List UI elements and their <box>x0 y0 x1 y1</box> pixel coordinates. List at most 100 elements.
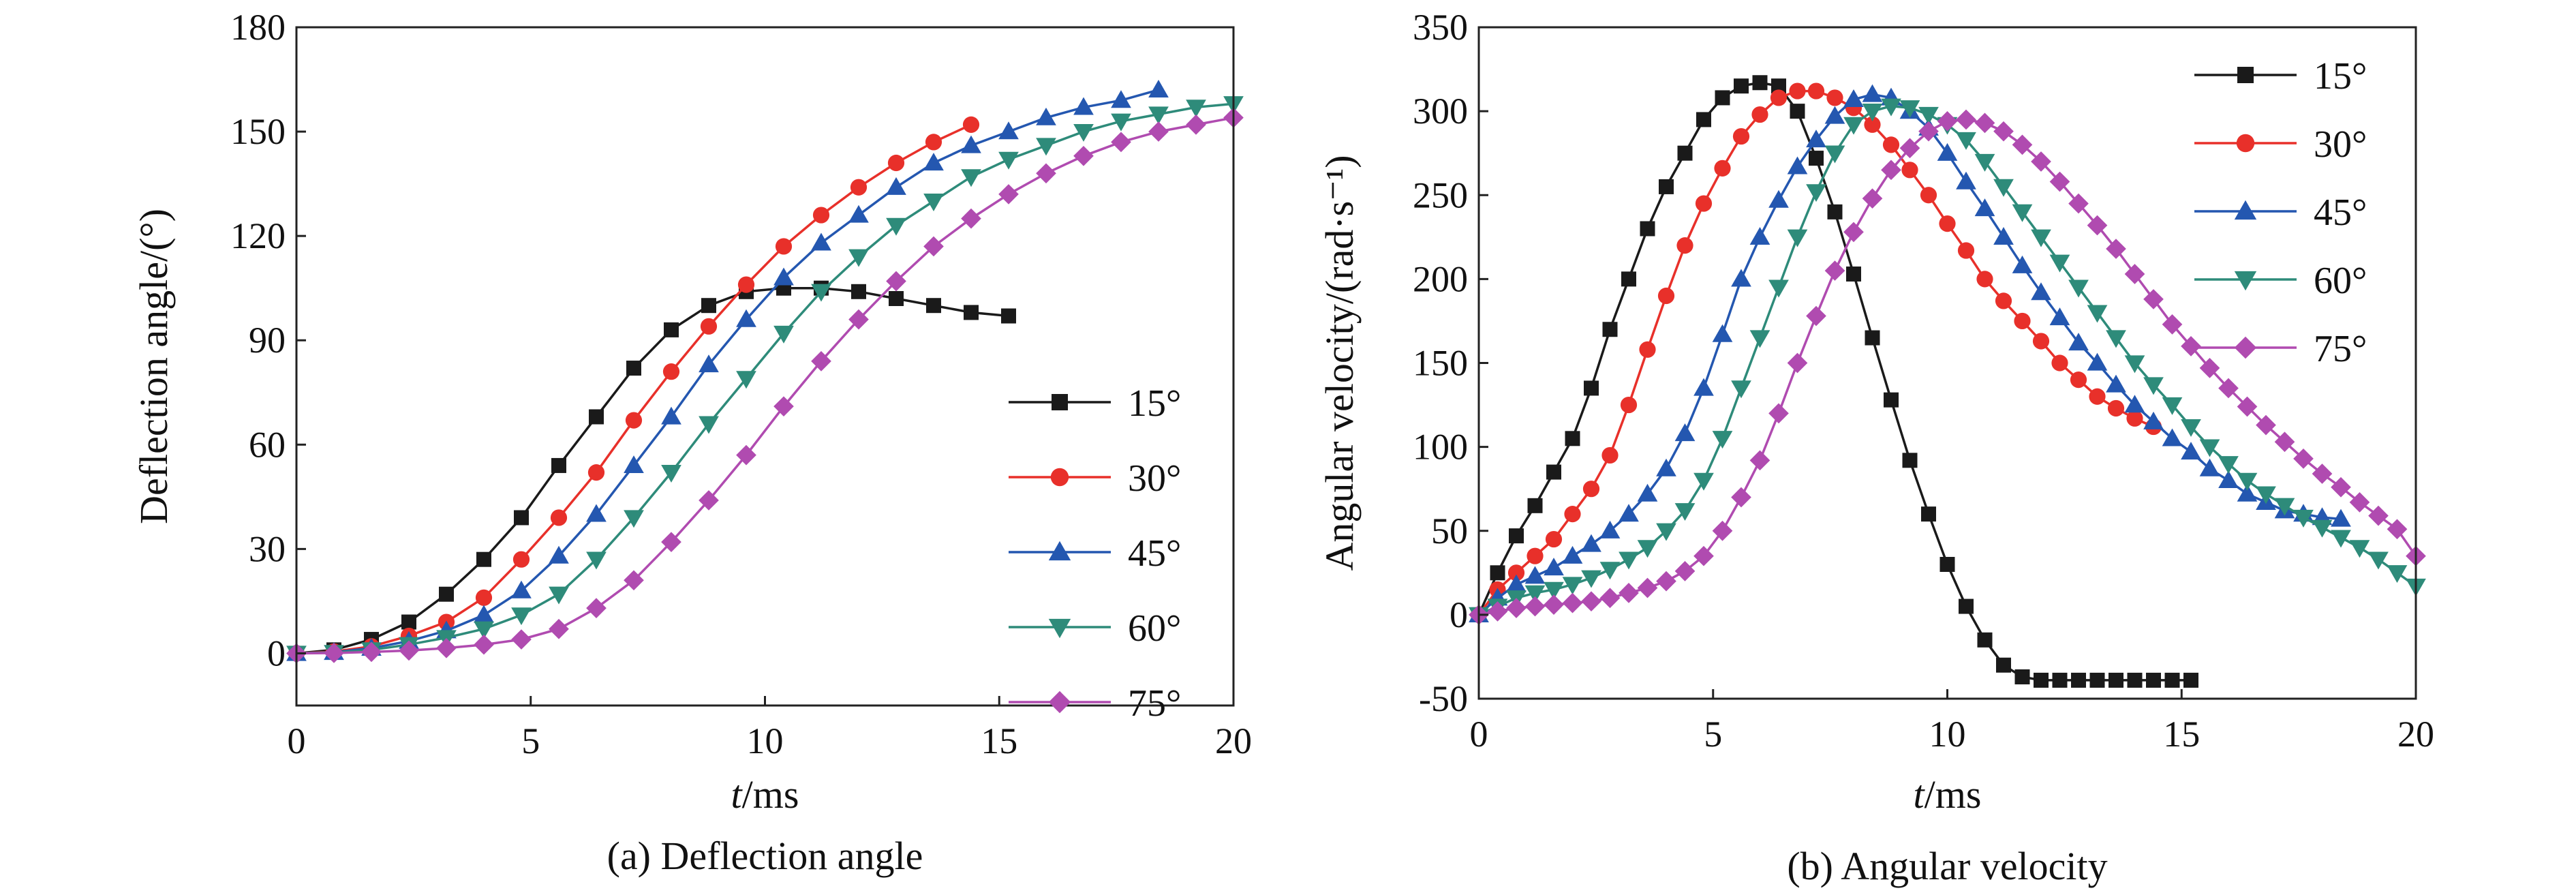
x-tick-label: 0 <box>1470 714 1488 755</box>
data-point <box>1693 378 1714 396</box>
y-tick-label: 90 <box>249 320 286 361</box>
data-point <box>436 637 457 658</box>
data-point <box>624 455 644 474</box>
series-line <box>296 89 1159 655</box>
y-tick-label: -50 <box>1419 678 1468 719</box>
x-tick-label: 0 <box>288 720 306 761</box>
data-point <box>2049 254 2070 273</box>
data-point <box>2312 464 2333 484</box>
data-point <box>626 361 641 376</box>
legend-entry: 60° <box>1009 607 1181 650</box>
data-point <box>1073 145 1094 166</box>
legend-marker <box>2237 67 2254 83</box>
data-point <box>737 276 755 293</box>
data-point <box>439 586 454 602</box>
data-point <box>399 640 419 661</box>
legend-marker <box>2234 271 2257 291</box>
data-point <box>1937 111 1958 132</box>
data-point <box>1937 142 1958 161</box>
legend-marker <box>1048 691 1071 714</box>
data-point <box>2106 239 2126 259</box>
data-point <box>2014 312 2031 330</box>
data-point <box>1036 138 1056 156</box>
data-point <box>2331 476 2351 498</box>
legend-label: 60° <box>1128 607 1181 650</box>
legend-entry: 15° <box>2194 55 2367 97</box>
data-point <box>1974 198 1995 217</box>
data-point <box>2071 672 2086 688</box>
series-line <box>1477 89 2154 616</box>
data-point <box>1864 116 1881 133</box>
data-point <box>1545 530 1563 548</box>
data-point <box>1695 195 1713 212</box>
data-point <box>1824 106 1845 124</box>
data-point <box>2331 509 2351 527</box>
data-point <box>1487 601 1508 622</box>
data-point <box>1674 503 1696 521</box>
data-point <box>1619 583 1639 603</box>
data-point <box>1036 163 1056 184</box>
data-point <box>1619 551 1639 570</box>
data-point <box>1807 82 1825 100</box>
data-point <box>2218 378 2239 399</box>
series-triangle-up <box>286 79 1169 661</box>
data-point <box>1656 458 1676 476</box>
data-point <box>1036 107 1056 125</box>
data-point <box>1921 506 1936 522</box>
data-point <box>1882 136 1900 153</box>
data-point <box>961 208 981 229</box>
data-point <box>2162 397 2183 415</box>
data-point <box>1899 100 1920 119</box>
data-point <box>1731 487 1751 508</box>
series-square <box>289 280 1016 661</box>
data-point <box>2237 483 2258 502</box>
data-point <box>1787 156 1808 175</box>
data-point <box>474 621 494 639</box>
data-point <box>1806 184 1826 202</box>
data-point <box>549 586 569 605</box>
data-point <box>1752 75 1768 91</box>
data-point <box>1599 588 1621 609</box>
data-point <box>886 217 906 236</box>
data-point <box>1676 237 1693 254</box>
legend-label: 15° <box>1128 382 1181 425</box>
data-point <box>1562 545 1583 564</box>
x-tick-label: 5 <box>521 720 540 761</box>
data-point <box>2034 672 2049 688</box>
data-point <box>1562 592 1583 613</box>
legend-entry: 30° <box>2194 123 2367 166</box>
data-point <box>1186 115 1206 135</box>
data-point <box>1899 138 1920 159</box>
data-point <box>1544 558 1564 576</box>
data-point <box>1524 566 1546 584</box>
legend-marker <box>2234 336 2257 359</box>
y-tick-label: 50 <box>1431 511 1468 551</box>
data-point <box>1749 226 1770 245</box>
y-axis-label: Angular velocity/(rad·s⁻¹) <box>1317 155 1362 571</box>
data-point <box>2387 519 2408 540</box>
data-point <box>324 643 344 663</box>
x-tick-label: 10 <box>747 720 784 761</box>
data-point <box>1524 585 1546 603</box>
data-point <box>1732 127 1750 145</box>
data-point <box>1506 598 1527 618</box>
data-point <box>661 464 681 483</box>
data-point <box>2068 279 2089 298</box>
y-tick-label: 350 <box>1413 7 1468 48</box>
data-point <box>1974 112 1995 134</box>
series-triangle-down <box>286 96 1244 664</box>
data-point <box>624 570 644 591</box>
data-point <box>1564 506 1581 523</box>
data-point <box>586 504 607 522</box>
data-point <box>1581 570 1601 588</box>
data-point <box>2089 388 2106 405</box>
data-point <box>1715 90 1730 106</box>
panel-caption: (a) Deflection angle <box>607 834 923 878</box>
data-point <box>964 305 979 320</box>
legend-entry: 60° <box>2194 260 2367 302</box>
data-point <box>1693 472 1714 491</box>
data-point <box>586 598 607 618</box>
data-point <box>1843 117 1864 135</box>
data-point <box>811 350 831 371</box>
